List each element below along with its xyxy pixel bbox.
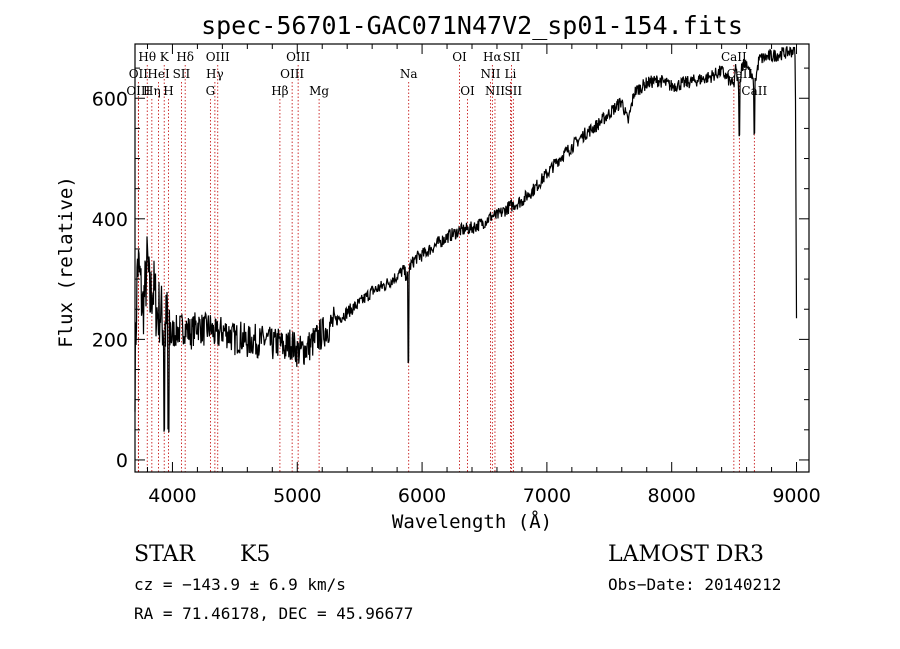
line-label: OI	[452, 50, 467, 64]
x-tick-label: 7000	[523, 485, 571, 507]
x-tick-label: 9000	[772, 485, 820, 507]
line-label: Hη	[143, 84, 161, 98]
y-tick-label: 0	[116, 450, 128, 472]
line-label: Na	[400, 67, 418, 81]
line-label: Mg	[309, 84, 329, 98]
line-label: Li	[505, 67, 517, 81]
line-label: SII	[504, 84, 522, 98]
spectrum-series-line	[134, 46, 798, 433]
coordinates-ra-dec: RA = 71.46178, DEC = 45.96677	[134, 604, 413, 623]
line-label: OIII	[280, 67, 304, 81]
x-tick-label: 8000	[648, 485, 696, 507]
x-tick-label: 6000	[398, 485, 446, 507]
line-label: G	[206, 84, 216, 98]
y-tick-label: 600	[92, 88, 128, 110]
x-axis-ticks: 4000 5000 6000 7000 8000 9000	[146, 44, 821, 507]
observation-date: Obs−Date: 20140212	[608, 575, 781, 594]
y-tick-label: 400	[92, 209, 128, 231]
survey-name: LAMOST DR3	[608, 542, 764, 567]
object-subclass: K5	[240, 542, 270, 567]
line-label: Hδ	[176, 50, 194, 64]
object-class: STAR	[134, 542, 196, 567]
line-label: NII	[485, 84, 505, 98]
line-label: OIII	[126, 84, 150, 98]
plot-frame	[134, 43, 810, 473]
x-axis-label: Wavelength (Å)	[392, 510, 552, 533]
redshift-cz: cz = −143.9 ± 6.9 km/s	[134, 575, 346, 594]
line-label: Hγ	[206, 67, 224, 81]
line-label: HeI	[147, 67, 170, 81]
x-tick-label: 4000	[148, 485, 196, 507]
line-label: OIII	[206, 50, 230, 64]
line-label: Hβ	[271, 84, 288, 98]
line-label: Hα	[483, 50, 502, 64]
line-label: OI	[460, 84, 475, 98]
y-axis-ticks: 0 200 400 600	[92, 67, 809, 472]
emission-line-markers	[137, 65, 755, 472]
x-tick-label: 5000	[273, 485, 321, 507]
line-label: K	[160, 50, 170, 64]
line-label: Hθ	[138, 50, 156, 64]
line-label: CaII	[726, 67, 752, 81]
line-label: CaII	[721, 50, 747, 64]
y-tick-label: 200	[92, 329, 128, 351]
line-label: SII	[503, 50, 521, 64]
line-label: H	[163, 84, 173, 98]
chart-title: spec-56701-GAC071N47V2_sp01-154.fits	[201, 11, 743, 40]
line-label: NII	[480, 67, 500, 81]
line-label: OII	[129, 67, 149, 81]
line-label: SII	[173, 67, 191, 81]
y-axis-label: Flux (relative)	[55, 176, 77, 348]
line-label: OIII	[286, 50, 310, 64]
